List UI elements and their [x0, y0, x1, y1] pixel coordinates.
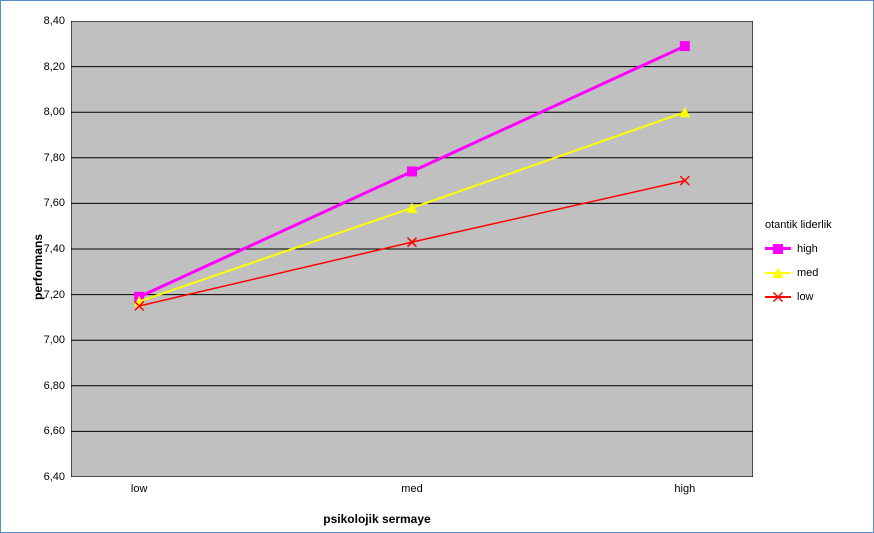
- legend-swatch: [765, 272, 791, 274]
- x-axis-label: psikolojik sermaye: [1, 512, 753, 526]
- legend: otantik liderlik high med low: [765, 219, 865, 315]
- y-tick-label: 6,40: [44, 471, 71, 483]
- legend-title: otantik liderlik: [765, 219, 865, 231]
- y-tick-label: 8,20: [44, 61, 71, 73]
- y-tick-label: 6,60: [44, 425, 71, 437]
- legend-label: high: [797, 243, 818, 255]
- y-tick-label: 7,20: [44, 289, 71, 301]
- legend-label: med: [797, 267, 818, 279]
- legend-item: high: [765, 243, 865, 255]
- legend-item: med: [765, 267, 865, 279]
- legend-item: low: [765, 291, 865, 303]
- legend-items: high med low: [765, 243, 865, 303]
- legend-label: low: [797, 291, 814, 303]
- y-tick-label: 8,00: [44, 106, 71, 118]
- legend-swatch: [765, 296, 791, 298]
- y-tick-label: 8,40: [44, 15, 71, 27]
- x-tick-label: high: [674, 477, 695, 495]
- plot-svg: [71, 21, 753, 477]
- chart-frame: { "chart": { "type": "line", "plot_backg…: [0, 0, 874, 533]
- plot-wrap: 6,406,606,807,007,207,407,607,808,008,20…: [71, 21, 753, 477]
- y-tick-label: 7,00: [44, 334, 71, 346]
- legend-swatch: [765, 247, 791, 250]
- y-tick-label: 7,60: [44, 197, 71, 209]
- x-tick-label: med: [401, 477, 422, 495]
- y-tick-label: 6,80: [44, 380, 71, 392]
- x-tick-label: low: [131, 477, 148, 495]
- y-tick-label: 7,40: [44, 243, 71, 255]
- y-tick-label: 7,80: [44, 152, 71, 164]
